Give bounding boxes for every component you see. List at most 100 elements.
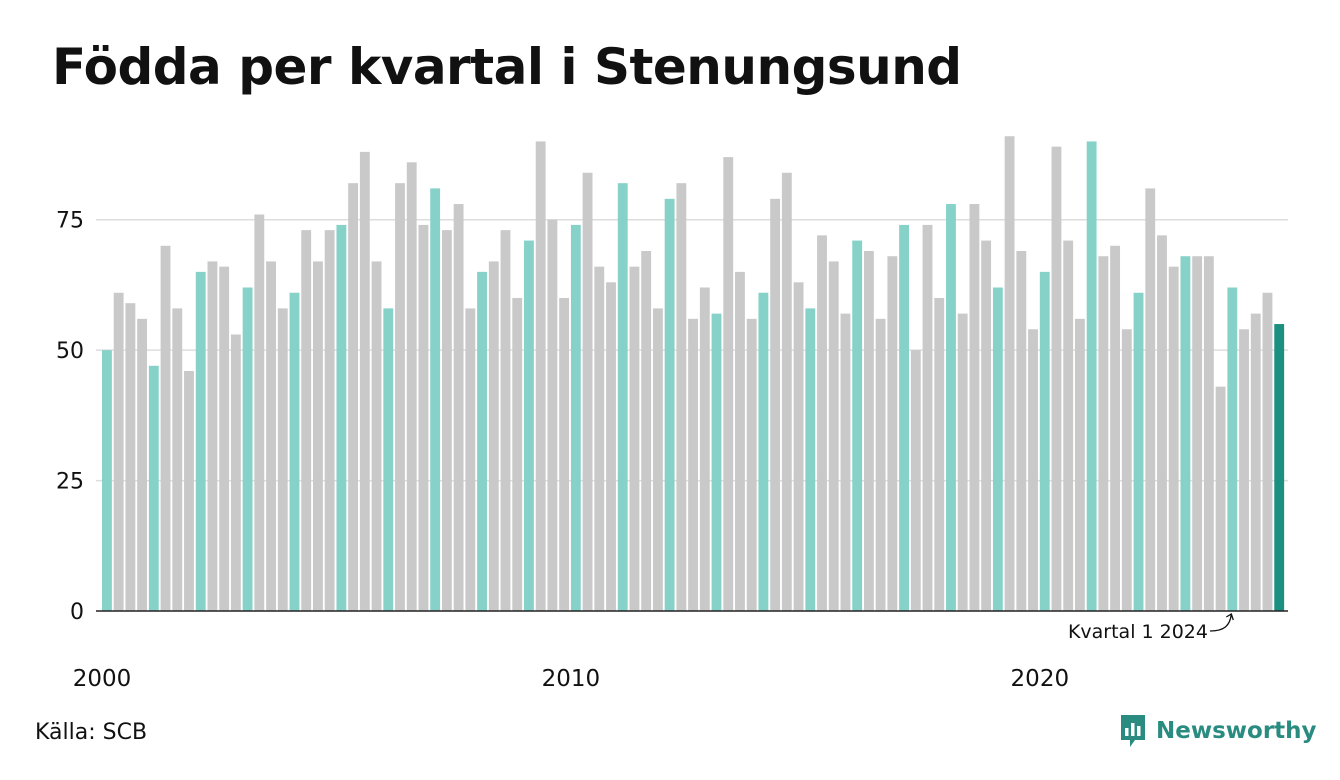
page-title: Födda per kvartal i Stenungsund	[52, 38, 962, 96]
bar	[219, 266, 230, 611]
bar	[406, 162, 417, 612]
bar	[1133, 292, 1144, 611]
x-tick-label: 2000	[73, 666, 132, 692]
bar	[348, 183, 359, 612]
bar	[781, 172, 792, 612]
bar	[746, 318, 757, 611]
bar	[242, 287, 253, 611]
y-axis-ticks: 0 25 50 75	[56, 209, 84, 625]
bar	[371, 261, 382, 611]
bar	[863, 251, 874, 611]
bar	[793, 282, 804, 611]
bar	[1016, 251, 1027, 611]
bars	[102, 136, 1285, 612]
bar	[324, 230, 335, 611]
bar	[1028, 329, 1038, 611]
bar	[1086, 141, 1097, 611]
bar	[1192, 256, 1203, 611]
bar	[1121, 329, 1132, 611]
bar	[875, 318, 886, 611]
bar-chart: 0 25 50 75 2000 2010 2020 Kvartal 1 2024	[56, 136, 1288, 692]
bar	[957, 313, 968, 611]
bar	[688, 318, 698, 611]
bar	[289, 292, 300, 611]
bar	[922, 224, 933, 611]
bar	[547, 219, 558, 611]
bar	[887, 256, 898, 611]
bar	[535, 141, 546, 611]
bar	[430, 188, 441, 611]
bar	[148, 365, 159, 611]
bar	[184, 371, 194, 611]
bar	[570, 224, 581, 611]
annotation-label: Kvartal 1 2024	[1068, 621, 1208, 643]
bar	[981, 240, 992, 611]
bar	[524, 240, 534, 611]
bar	[1239, 329, 1249, 611]
bar	[1262, 292, 1273, 611]
bar	[195, 271, 206, 611]
bar	[629, 266, 640, 611]
bar	[758, 292, 769, 611]
x-axis-ticks: 2000 2010 2020	[73, 666, 1069, 692]
bar	[1051, 146, 1062, 611]
bar	[359, 151, 370, 611]
bar	[828, 261, 839, 611]
newsworthy-logo-icon	[1121, 715, 1145, 747]
bar	[664, 198, 675, 611]
bar	[512, 297, 523, 611]
bar	[453, 204, 464, 612]
y-tick-label: 0	[70, 600, 84, 625]
annotation-arrow	[1209, 613, 1234, 632]
bar	[992, 287, 1003, 611]
bar	[805, 308, 816, 611]
bar	[641, 251, 652, 611]
y-tick-label: 50	[56, 339, 84, 364]
bar	[1145, 188, 1156, 611]
bar	[817, 235, 827, 611]
bar	[301, 230, 312, 611]
bar	[594, 266, 605, 611]
bar	[488, 261, 499, 611]
bar	[1168, 266, 1179, 611]
bar	[1227, 287, 1238, 611]
bar	[125, 303, 136, 611]
bar	[277, 308, 288, 611]
bar	[160, 245, 171, 611]
bar	[230, 334, 241, 611]
y-tick-label: 25	[56, 470, 84, 495]
bar	[582, 172, 593, 612]
bar	[969, 204, 980, 612]
y-tick-label: 75	[56, 209, 84, 234]
bar	[899, 224, 909, 611]
bar	[676, 183, 687, 612]
bar	[1063, 240, 1074, 611]
bar	[735, 271, 745, 611]
bar	[617, 183, 628, 612]
bar	[1074, 318, 1085, 611]
annotation: Kvartal 1 2024	[1068, 613, 1234, 643]
bar	[606, 282, 616, 611]
bar	[770, 198, 781, 611]
bar	[1215, 386, 1226, 611]
bar	[946, 204, 956, 612]
bar	[1004, 136, 1015, 611]
brand-logo: Newsworthy	[1118, 712, 1317, 750]
bar	[113, 292, 124, 611]
bar	[441, 230, 452, 611]
bar	[207, 261, 218, 611]
bar	[172, 308, 183, 611]
bar	[852, 240, 863, 611]
bar	[266, 261, 276, 611]
bar	[395, 183, 405, 612]
bar	[102, 350, 112, 611]
bar	[652, 308, 663, 611]
bar	[418, 224, 429, 611]
bar	[383, 308, 394, 611]
bar	[254, 214, 265, 612]
bar	[559, 297, 570, 611]
bar	[1180, 256, 1191, 611]
bar	[500, 230, 511, 611]
bar	[1250, 313, 1261, 611]
bar	[1274, 324, 1285, 611]
